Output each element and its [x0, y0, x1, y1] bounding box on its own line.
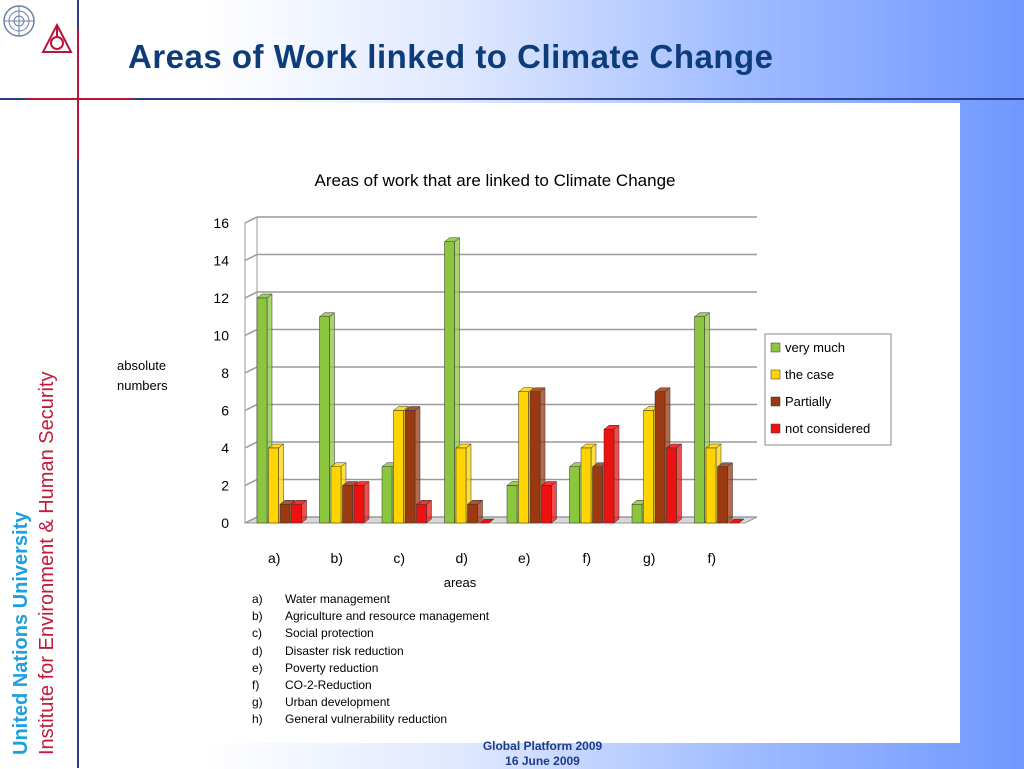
- footnote-key: e): [252, 660, 263, 675]
- y-tick-label: 0: [221, 515, 229, 531]
- bars: [256, 237, 745, 524]
- footnote-text: Poverty reduction: [285, 660, 379, 675]
- x-tick-label: g): [643, 550, 655, 566]
- footnote-row: c) Social protection: [252, 626, 489, 643]
- legend-label: the case: [785, 367, 834, 382]
- footnote-row: a) Water management: [252, 592, 489, 609]
- footnote-row: b) Agriculture and resource management: [252, 609, 489, 626]
- footnote-text: CO-2-Reduction: [285, 677, 372, 692]
- footnote-row: f) CO-2-Reduction: [252, 678, 489, 695]
- x-axis-label: areas: [444, 575, 477, 590]
- footnote-key: f): [252, 677, 260, 692]
- footnote-key: d): [252, 643, 263, 658]
- footnote-text: Agriculture and resource management: [285, 609, 490, 624]
- bar: [353, 480, 370, 524]
- legend-label: Partially: [785, 394, 832, 409]
- footer-date: 16 June 2009: [505, 754, 580, 768]
- vertical-accent-line: [77, 30, 79, 160]
- legend-label: very much: [785, 340, 845, 355]
- x-tick-label: f): [582, 550, 591, 566]
- legend-swatch: [770, 342, 781, 353]
- bar: [415, 499, 433, 524]
- footnote-row: h) General vulnerability reduction: [252, 712, 489, 729]
- y-tick-label: 16: [213, 215, 229, 231]
- x-tick-label: d): [456, 550, 468, 566]
- y-tick-label: 8: [221, 365, 229, 381]
- legend-swatch: [770, 369, 781, 380]
- bar-chart: Areas of work that are linked to Climate…: [117, 171, 892, 590]
- footnote-text: General vulnerability reduction: [285, 712, 448, 727]
- legend: very much the case Partially not considered: [764, 333, 892, 446]
- bar: [290, 499, 308, 524]
- y-tick-label: 2: [221, 478, 229, 494]
- footnote-row: e) Poverty reduction: [252, 661, 489, 678]
- footnote-key: g): [252, 695, 263, 710]
- bar: [728, 518, 745, 524]
- slide-title: Areas of Work linked to Climate Change: [128, 38, 774, 75]
- footnote-key: a): [252, 592, 263, 606]
- footer-event: Global Platform 2009: [482, 739, 603, 753]
- footnote-row: g) Urban development: [252, 695, 489, 712]
- vertical-divider: [77, 0, 79, 768]
- y-tick-label: 12: [213, 290, 229, 306]
- x-tick-label: a): [268, 550, 280, 566]
- y-tick-label: 4: [221, 440, 229, 456]
- legend-swatch: [770, 423, 781, 434]
- gridlines: [244, 216, 758, 524]
- y-axis-label-line1: absolute: [117, 358, 166, 373]
- footer: Global Platform 2009 16 June 2009: [440, 739, 645, 769]
- x-tick-label: c): [393, 550, 405, 566]
- logo-area: [0, 0, 78, 100]
- footnote-text: Urban development: [285, 695, 390, 710]
- footnote-text: Water management: [285, 592, 390, 606]
- institute-logo-icon: [41, 22, 73, 53]
- x-tick-label: e): [518, 550, 530, 566]
- legend-swatch: [770, 396, 781, 407]
- bar: [466, 499, 484, 524]
- footnote-key: h): [252, 712, 263, 727]
- footnote-key: b): [252, 609, 263, 624]
- x-axis-labels: a) b) c) d) e) f) g) f): [268, 550, 716, 566]
- footnote-row: d) Disaster risk reduction: [252, 644, 489, 661]
- un-emblem-icon: [3, 5, 35, 37]
- bar: [665, 443, 683, 524]
- bar: [455, 443, 472, 524]
- footnote-key: c): [252, 626, 262, 641]
- x-tick-label: f): [707, 550, 716, 566]
- footnote-text: Social protection: [285, 626, 374, 641]
- y-tick-label: 14: [213, 253, 229, 269]
- bar: [603, 424, 620, 524]
- university-name: United Nations University: [10, 511, 32, 755]
- y-axis-label-line2: numbers: [117, 378, 168, 393]
- institute-name: Institute for Environment & Human Securi…: [36, 371, 58, 756]
- bar: [478, 518, 495, 524]
- y-tick-label: 6: [221, 403, 229, 419]
- institution-label: United Nations University Institute for …: [8, 372, 60, 756]
- header-accent-line: [26, 98, 134, 100]
- bar: [716, 462, 734, 524]
- header-divider: [0, 98, 1024, 100]
- legend-label: not considered: [785, 421, 870, 436]
- y-tick-label: 10: [213, 328, 229, 344]
- area-footnotes: a) Water management b) Agriculture and reso…: [252, 592, 489, 730]
- x-tick-label: b): [331, 550, 343, 566]
- bar: [540, 480, 558, 524]
- y-axis-ticks: 0 2 4 6 8 10 12 14 16: [213, 215, 229, 531]
- footnote-text: Disaster risk reduction: [285, 643, 404, 658]
- chart-title: Areas of work that are linked to Climate…: [315, 171, 676, 190]
